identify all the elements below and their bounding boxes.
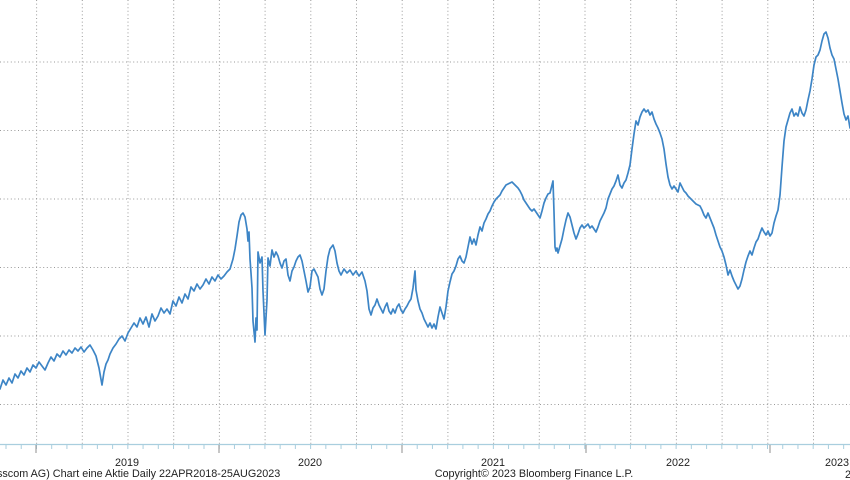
- gridlines: [0, 0, 850, 444]
- price-line: [0, 31, 850, 390]
- footer-copyright: Copyright© 2023 Bloomberg Finance L.P.: [435, 468, 634, 480]
- footer-right-partial-text: 2: [845, 469, 850, 480]
- x-axis-year-label: 2020: [298, 457, 322, 469]
- x-axis-year-label: 2019: [115, 457, 139, 469]
- x-axis: [0, 443, 850, 453]
- footer-left-chart-description: sscom AG) Chart eine Aktie Daily 22APR20…: [0, 468, 280, 480]
- price-series: [0, 31, 850, 390]
- x-axis-year-label: 2022: [666, 457, 690, 469]
- x-axis-year-labels: 2019 2020 2021 2022 2023: [115, 457, 849, 469]
- x-axis-year-label: 2021: [481, 457, 505, 469]
- x-axis-year-label: 2023: [825, 457, 849, 469]
